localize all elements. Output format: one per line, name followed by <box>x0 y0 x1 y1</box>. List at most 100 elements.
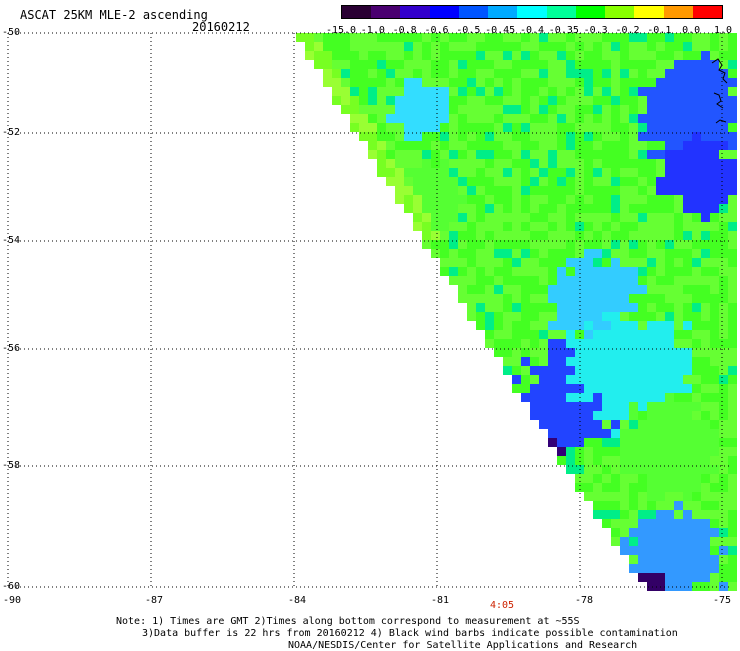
swath-cell <box>719 438 728 447</box>
swath-cell <box>701 267 710 276</box>
swath-cell <box>683 375 692 384</box>
swath-cell <box>620 402 629 411</box>
swath-cell <box>395 60 404 69</box>
swath-cell <box>584 321 593 330</box>
swath-cell <box>719 420 728 429</box>
swath-cell <box>485 285 494 294</box>
swath-cell <box>629 249 638 258</box>
swath-cell <box>593 348 602 357</box>
swath-cell <box>458 96 467 105</box>
swath-cell <box>530 240 539 249</box>
swath-cell <box>674 528 683 537</box>
swath-cell <box>647 51 656 60</box>
swath-cell <box>674 159 683 168</box>
swath-cell <box>629 402 638 411</box>
swath-cell <box>692 177 701 186</box>
swath-cell <box>494 159 503 168</box>
swath-cell <box>602 438 611 447</box>
swath-cell <box>674 231 683 240</box>
swath-cell <box>710 519 719 528</box>
swath-cell <box>584 177 593 186</box>
swath-cell <box>440 87 449 96</box>
swath-cell <box>584 186 593 195</box>
swath-cell <box>665 150 674 159</box>
swath-cell <box>593 276 602 285</box>
swath-cell <box>296 33 305 42</box>
swath-cell <box>530 159 539 168</box>
color-scale-swatch <box>488 6 518 18</box>
swath-cell <box>485 186 494 195</box>
swath-cell <box>683 366 692 375</box>
y-tick-label: -60 <box>2 581 21 592</box>
swath-cell <box>377 105 386 114</box>
swath-cell <box>683 528 692 537</box>
swath-cell <box>620 384 629 393</box>
swath-cell <box>575 456 584 465</box>
swath-cell <box>584 150 593 159</box>
swath-cell <box>647 564 656 573</box>
swath-cell <box>458 150 467 159</box>
swath-cell <box>404 150 413 159</box>
swath-cell <box>665 267 674 276</box>
swath-cell <box>539 141 548 150</box>
swath-cell <box>521 240 530 249</box>
swath-cell <box>656 474 665 483</box>
swath-cell <box>656 159 665 168</box>
swath-cell <box>629 393 638 402</box>
swath-cell <box>539 348 548 357</box>
swath-cell <box>467 168 476 177</box>
swath-cell <box>638 375 647 384</box>
swath-cell <box>404 168 413 177</box>
swath-cell <box>620 159 629 168</box>
swath-cell <box>404 177 413 186</box>
swath-cell <box>584 105 593 114</box>
swath-cell <box>593 366 602 375</box>
swath-cell <box>467 159 476 168</box>
swath-cell <box>692 366 701 375</box>
swath-cell <box>719 285 728 294</box>
swath-cell <box>530 204 539 213</box>
swath-cell <box>728 141 737 150</box>
swath-cell <box>647 375 656 384</box>
swath-cell <box>719 249 728 258</box>
swath-cell <box>674 240 683 249</box>
swath-cell <box>521 60 530 69</box>
swath-cell <box>521 141 530 150</box>
swath-cell <box>557 87 566 96</box>
swath-cell <box>503 312 512 321</box>
swath-cell <box>593 402 602 411</box>
swath-cell <box>620 213 629 222</box>
swath-cell <box>566 132 575 141</box>
swath-cell <box>674 150 683 159</box>
swath-cell <box>575 330 584 339</box>
swath-cell <box>350 33 359 42</box>
swath-cell <box>575 483 584 492</box>
swath-cell <box>503 339 512 348</box>
swath-cell <box>611 42 620 51</box>
swath-cell <box>629 204 638 213</box>
swath-cell <box>665 33 674 42</box>
swath-cell <box>557 402 566 411</box>
swath-cell <box>647 321 656 330</box>
swath-cell <box>503 33 512 42</box>
swath-cell <box>629 231 638 240</box>
swath-cell <box>728 285 737 294</box>
swath-cell <box>710 267 719 276</box>
swath-cell <box>728 114 737 123</box>
swath-cell <box>710 150 719 159</box>
swath-cell <box>512 51 521 60</box>
swath-cell <box>512 258 521 267</box>
swath-cell <box>440 105 449 114</box>
swath-cell <box>449 78 458 87</box>
swath-cell <box>521 204 530 213</box>
swath-cell <box>467 276 476 285</box>
swath-cell <box>584 348 593 357</box>
swath-cell <box>431 186 440 195</box>
swath-cell <box>521 393 530 402</box>
swath-cell <box>602 204 611 213</box>
swath-cell <box>341 51 350 60</box>
swath-cell <box>404 60 413 69</box>
swath-cell <box>512 303 521 312</box>
swath-cell <box>494 222 503 231</box>
swath-cell <box>368 105 377 114</box>
